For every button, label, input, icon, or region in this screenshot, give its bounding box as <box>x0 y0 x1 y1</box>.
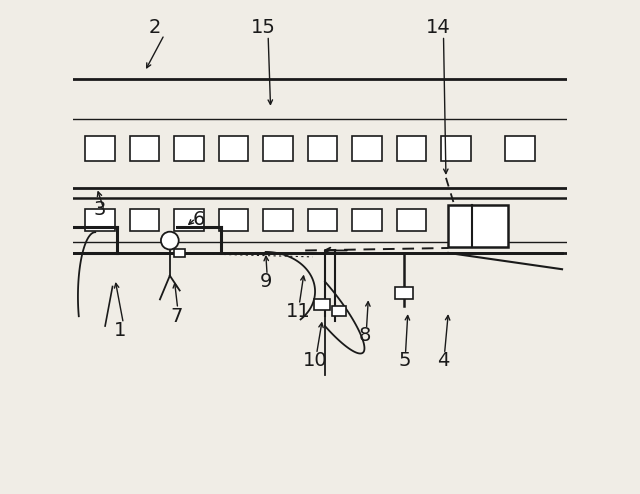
Bar <box>219 136 248 161</box>
Text: 2: 2 <box>148 18 161 37</box>
Text: 9: 9 <box>259 272 272 291</box>
Bar <box>174 136 204 161</box>
Bar <box>219 208 248 231</box>
Text: 6: 6 <box>193 210 205 229</box>
Circle shape <box>161 232 179 249</box>
Text: 5: 5 <box>399 351 412 370</box>
Bar <box>85 208 115 231</box>
Bar <box>130 208 159 231</box>
Bar <box>174 249 185 257</box>
Bar <box>314 299 330 310</box>
Text: 1: 1 <box>114 322 126 340</box>
Bar <box>174 208 204 231</box>
Bar <box>397 208 426 231</box>
Bar <box>85 136 115 161</box>
Bar <box>130 136 159 161</box>
Text: 15: 15 <box>251 18 276 37</box>
Text: 7: 7 <box>170 307 183 326</box>
Bar <box>263 136 293 161</box>
Bar <box>308 136 337 161</box>
Bar <box>449 205 508 247</box>
Text: 10: 10 <box>303 351 328 370</box>
Bar <box>332 306 346 316</box>
Bar <box>263 208 293 231</box>
Text: 3: 3 <box>94 201 106 219</box>
Bar <box>395 287 413 299</box>
Text: 8: 8 <box>358 327 371 345</box>
Text: 4: 4 <box>437 351 450 370</box>
Bar <box>505 136 535 161</box>
Bar <box>352 208 381 231</box>
Bar <box>441 136 470 161</box>
Bar <box>308 208 337 231</box>
Bar <box>352 136 381 161</box>
Text: 11: 11 <box>285 302 310 321</box>
Text: 14: 14 <box>426 18 451 37</box>
Bar <box>397 136 426 161</box>
